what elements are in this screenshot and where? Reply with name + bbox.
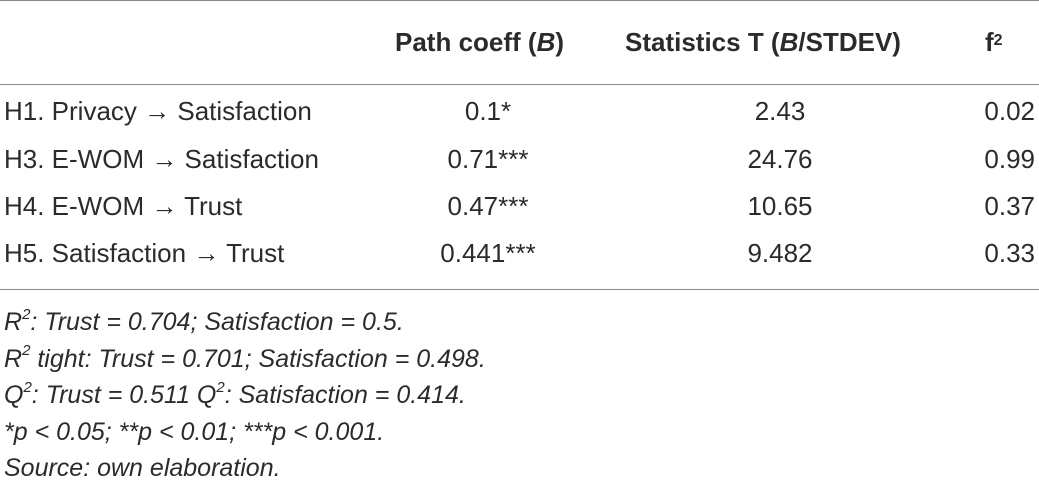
row-4-path: 0.441*** <box>440 238 536 268</box>
note-r2: R2: Trust = 0.704; Satisfaction = 0.5. <box>4 304 486 341</box>
note-q2-text-b: : Satisfaction = 0.414. <box>224 381 466 409</box>
row-3-stat: 10.65 <box>747 191 813 221</box>
row-1-hypothesis: H1. Privacy → Satisfaction <box>4 96 312 126</box>
row-2-hypothesis: H3. E-WOM → Satisfaction <box>4 144 319 174</box>
note-q2-base: Q <box>4 381 24 409</box>
note-r2tight-sup: 2 <box>22 342 31 360</box>
header-f2-sup: 2 <box>993 32 1003 49</box>
table-notes: R2: Trust = 0.704; Satisfaction = 0.5. R… <box>4 304 486 487</box>
row-4-hypothesis: H5. Satisfaction → Trust <box>4 238 285 268</box>
row-1-f2: 0.02 <box>984 96 1035 126</box>
header-path-prefix: Path coeff ( <box>395 27 537 57</box>
note-r2tight-text: tight: Trust = 0.701; Satisfaction = 0.4… <box>30 344 486 373</box>
note-q2-text-a: : Trust = 0.511 Q <box>31 381 217 409</box>
header-rule <box>0 84 1039 85</box>
row-4-stat: 9.482 <box>747 238 813 268</box>
row-3-hypothesis: H4. E-WOM → Trust <box>4 191 243 221</box>
row-2-path: 0.71*** <box>447 144 529 174</box>
header-statistics-t: Statistics T (B/STDEV) <box>625 26 901 58</box>
header-f2-base: f <box>985 27 994 57</box>
header-f2: f2 <box>985 26 1003 58</box>
table-top-rule <box>0 0 1039 1</box>
note-r2-text: : Trust = 0.704; Satisfaction = 0.5. <box>30 308 404 336</box>
table-bottom-rule <box>0 289 1039 290</box>
row-3-f2: 0.37 <box>984 191 1035 221</box>
row-4-f2: 0.33 <box>984 238 1035 268</box>
header-stat-prefix: Statistics T ( <box>625 27 780 57</box>
row-2-f2: 0.99 <box>984 144 1035 174</box>
note-r2tight-base: R <box>4 344 23 373</box>
header-path-coeff: Path coeff (B) <box>395 26 564 58</box>
note-q2-sup: 2 <box>23 378 32 396</box>
header-path-suffix: ) <box>555 27 565 57</box>
row-1-stat: 2.43 <box>754 96 806 126</box>
note-r2-tight: R2 tight: Trust = 0.701; Satisfaction = … <box>4 341 486 378</box>
note-r2-base: R <box>4 308 23 336</box>
row-1-path: 0.1* <box>464 96 512 126</box>
row-2-stat: 24.76 <box>747 144 813 174</box>
row-3-path: 0.47*** <box>447 191 529 221</box>
note-r2-sup: 2 <box>22 305 31 323</box>
header-stat-suffix: /STDEV) <box>798 27 901 57</box>
note-q2-sup-b: 2 <box>216 378 225 396</box>
note-significance: *p < 0.05; **p < 0.01; ***p < 0.001. <box>4 417 385 446</box>
header-stat-var: B <box>779 27 799 57</box>
note-q2: Q2: Trust = 0.511 Q2: Satisfaction = 0.4… <box>4 377 486 414</box>
header-path-var: B <box>536 27 556 57</box>
note-source: Source: own elaboration. <box>4 454 281 482</box>
